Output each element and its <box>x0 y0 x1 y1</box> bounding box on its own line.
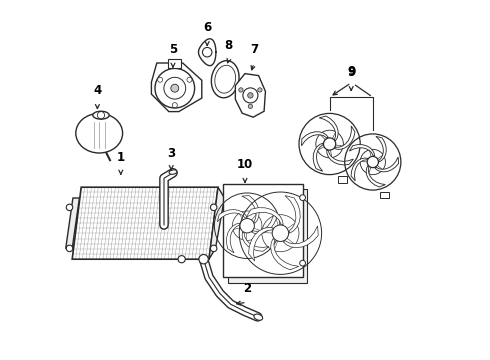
Ellipse shape <box>169 170 177 174</box>
Polygon shape <box>248 228 273 261</box>
Text: 10: 10 <box>237 158 253 171</box>
Ellipse shape <box>254 314 263 320</box>
Circle shape <box>187 77 192 82</box>
Text: 3: 3 <box>167 147 175 160</box>
Circle shape <box>199 255 208 264</box>
Circle shape <box>258 88 262 92</box>
Polygon shape <box>313 143 323 171</box>
Polygon shape <box>335 126 355 149</box>
Polygon shape <box>349 145 375 156</box>
Polygon shape <box>246 208 283 225</box>
Circle shape <box>202 48 212 57</box>
Polygon shape <box>226 223 240 253</box>
Circle shape <box>178 256 185 263</box>
Circle shape <box>66 204 73 211</box>
Polygon shape <box>301 132 328 146</box>
Circle shape <box>171 84 179 92</box>
Bar <box>169 59 181 68</box>
Ellipse shape <box>93 111 109 119</box>
Circle shape <box>300 260 305 266</box>
Text: 2: 2 <box>243 282 251 295</box>
Polygon shape <box>252 211 276 234</box>
Circle shape <box>240 219 254 233</box>
Polygon shape <box>217 210 247 222</box>
Circle shape <box>239 88 243 92</box>
FancyBboxPatch shape <box>223 184 303 277</box>
Polygon shape <box>285 195 300 233</box>
Circle shape <box>66 245 73 252</box>
Text: 8: 8 <box>225 39 233 52</box>
Circle shape <box>247 93 253 98</box>
Polygon shape <box>228 189 307 283</box>
Polygon shape <box>209 187 224 259</box>
Circle shape <box>210 204 217 211</box>
Polygon shape <box>283 226 318 248</box>
Text: 4: 4 <box>93 84 101 97</box>
Circle shape <box>172 103 177 108</box>
Circle shape <box>248 104 252 108</box>
Circle shape <box>367 156 378 168</box>
Text: 6: 6 <box>203 21 211 34</box>
Polygon shape <box>327 150 353 165</box>
Polygon shape <box>270 239 299 270</box>
Polygon shape <box>72 187 218 259</box>
Polygon shape <box>366 166 385 187</box>
Polygon shape <box>319 116 338 141</box>
FancyBboxPatch shape <box>338 176 346 183</box>
Text: 1: 1 <box>117 151 125 164</box>
Circle shape <box>300 195 305 201</box>
Polygon shape <box>351 158 368 181</box>
Circle shape <box>158 77 163 82</box>
FancyBboxPatch shape <box>380 192 389 198</box>
Circle shape <box>155 68 195 108</box>
Circle shape <box>323 138 336 150</box>
Polygon shape <box>242 232 269 251</box>
Polygon shape <box>235 74 266 117</box>
Text: 5: 5 <box>169 43 177 56</box>
Circle shape <box>272 225 289 242</box>
Text: 7: 7 <box>250 43 258 56</box>
Polygon shape <box>376 136 386 162</box>
Polygon shape <box>242 195 259 223</box>
Circle shape <box>210 245 217 252</box>
Polygon shape <box>66 198 79 248</box>
Text: 9: 9 <box>347 66 355 78</box>
Ellipse shape <box>76 113 122 153</box>
Polygon shape <box>375 157 398 172</box>
Text: 9: 9 <box>347 66 355 79</box>
